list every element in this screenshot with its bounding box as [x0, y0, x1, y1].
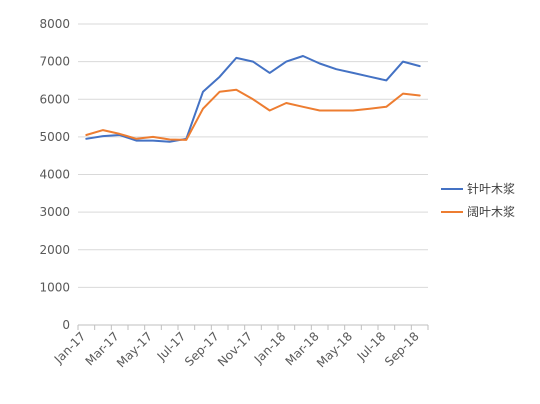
- series-line-1: [85, 55, 421, 143]
- y-tick-label: 7000: [39, 55, 70, 69]
- x-tick-label: May-18: [314, 329, 355, 370]
- legend-label-1: 针叶木浆: [467, 181, 515, 196]
- x-tick-label: Sep-18: [382, 329, 422, 369]
- y-axis-ticks: 0 1000 2000 3000 4000 5000 6000 7000 8000: [39, 17, 70, 332]
- x-tick-label: May-17: [114, 329, 155, 370]
- series-lines: [85, 55, 421, 143]
- y-tick-label: 1000: [39, 280, 70, 294]
- grid-lines: [78, 23, 428, 288]
- x-tick-label: Jan-17: [51, 329, 89, 367]
- legend-label-2: 阔叶木浆: [467, 204, 515, 219]
- y-tick-label: 0: [62, 318, 70, 332]
- y-tick-label: 8000: [39, 17, 70, 31]
- y-tick-label: 4000: [39, 168, 70, 182]
- series-line-2: [85, 88, 421, 141]
- x-tick-label: Jan-18: [251, 329, 289, 367]
- x-tick-label: Sep-17: [182, 329, 222, 369]
- x-tick-label: Nov-17: [215, 329, 255, 369]
- y-tick-label: 6000: [39, 92, 70, 106]
- y-tick-label: 5000: [39, 130, 70, 144]
- y-tick-label: 2000: [39, 243, 70, 257]
- y-tick-label: 3000: [39, 205, 70, 219]
